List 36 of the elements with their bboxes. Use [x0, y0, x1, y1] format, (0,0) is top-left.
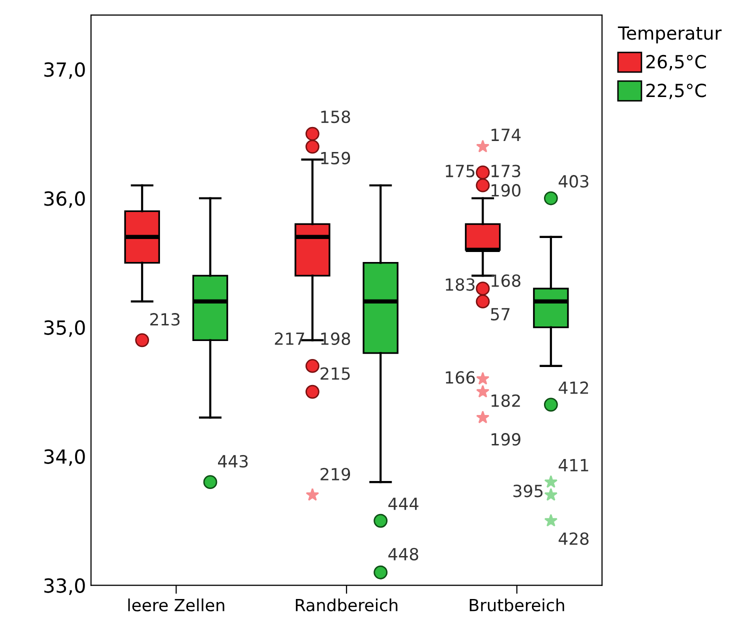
annotation: 219 [320, 468, 350, 480]
annotation: 213 [150, 313, 180, 326]
x-tick-label: Brutbereich [470, 598, 564, 612]
annotation: 215 [320, 367, 350, 380]
annotation: 159 [321, 152, 350, 164]
y-tick-label: 34,0 [44, 449, 85, 466]
annotation: 444 [388, 498, 418, 510]
annotation: 403 [558, 175, 588, 188]
annotation: 182 [492, 394, 520, 407]
x-tick-label: leere Zellen [128, 598, 224, 612]
annotation: 217 [274, 332, 304, 345]
legend-title: Temperatur [618, 26, 722, 44]
annotation: 395 [513, 484, 543, 498]
annotation: 190 [492, 184, 520, 197]
annotation: 57 [491, 308, 510, 320]
annotation: 411 [558, 459, 588, 472]
annotation: 448 [388, 548, 418, 560]
annotation: 175 [446, 164, 474, 178]
annotation: 412 [558, 381, 588, 394]
legend-label: 26,5°C [646, 54, 706, 70]
y-tick-label: 36,0 [44, 191, 85, 208]
annotation: 168 [492, 274, 520, 287]
annotation: 183 [446, 278, 475, 291]
x-tick-label: Randbereich [296, 598, 398, 612]
annotation: 166 [446, 371, 475, 384]
annotation: 443 [218, 454, 248, 468]
annotation: 173 [492, 164, 520, 178]
annotation: 428 [558, 532, 589, 545]
y-tick-label: 33,0 [44, 578, 85, 595]
y-tick-label: 37,0 [44, 62, 85, 79]
annotation: 198 [321, 332, 350, 346]
legend-label: 22,5°C [646, 84, 706, 100]
annotation: 158 [321, 110, 350, 124]
annotation: 199 [492, 433, 520, 446]
y-tick-label: 35,0 [44, 320, 85, 337]
annotation: 174 [492, 128, 521, 141]
